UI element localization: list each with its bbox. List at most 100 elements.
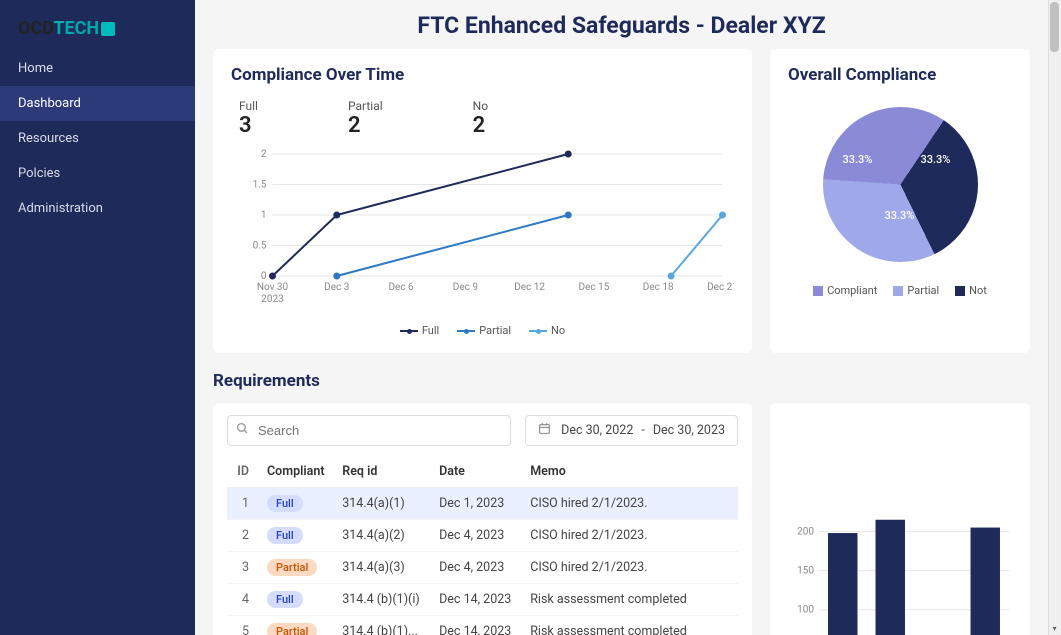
svg-text:1: 1 [261,210,267,221]
legend-item: Full [400,324,439,337]
cell-req: 314.4(a)(3) [336,552,433,584]
column-header[interactable]: Date [433,456,524,488]
page-title: FTC Enhanced Safeguards - Dealer XYZ [213,12,1030,39]
nav: HomeDashboardResourcesPolciesAdministrat… [0,51,195,226]
card-title: Compliance Over Time [231,65,734,85]
logo-icon [101,22,115,36]
search-icon [236,422,249,439]
section-title: Requirements [213,371,1030,391]
svg-text:Dec 12: Dec 12 [514,282,545,293]
svg-text:Dec 9: Dec 9 [453,282,478,293]
table-row[interactable]: 3Partial314.4(a)(3)Dec 4, 2023CISO hired… [227,552,738,584]
table-row[interactable]: 5 Partial 314.4 (b)(1)...Dec 14, 2023Risk … [227,616,738,635]
cell-compliant: Full [261,520,336,552]
cell-date: Dec 14, 2023 [433,616,524,635]
cell-memo: CISO hired 2/1/2023. [524,520,738,552]
search-input[interactable] [227,415,511,446]
sidebar-item-home[interactable]: Home [0,51,195,86]
svg-text:200: 200 [797,526,814,537]
stat-value: 2 [473,113,488,138]
status-badge: Full [267,527,303,544]
card-title: Overall Compliance [788,65,1012,85]
svg-text:2: 2 [261,149,267,160]
status-badge: Partial [267,623,317,635]
cell-date: Dec 4, 2023 [433,520,524,552]
stat-value: 2 [348,113,383,138]
cell-req: 314.4(a)(2) [336,520,433,552]
column-header[interactable]: Memo [524,456,738,488]
date-to: Dec 30, 2023 [653,423,725,438]
table-row[interactable]: 1Full314.4(a)(1)Dec 1, 2023CISO hired 2/… [227,488,738,520]
requirements-section: Requirements [213,371,1030,635]
pie-chart-legend: Compliant Partial Not [813,284,987,297]
svg-text:Dec 15: Dec 15 [579,282,610,293]
legend-item: Compliant [813,284,877,297]
line-chart-legend: Full Partial No [231,324,734,337]
stat-partial: Partial2 [348,99,383,138]
requirements-table-card: Dec 30, 2022 - Dec 30, 2023 IDCompliantR… [213,403,752,635]
cell-id: 2 [227,520,261,552]
sidebar-item-resources[interactable]: Resources [0,121,195,156]
svg-text:Dec 6: Dec 6 [388,282,414,293]
svg-text:150: 150 [797,566,814,577]
cell-memo: Risk assessment completed [524,616,738,635]
pie-slice-label: 33.3% [921,153,951,166]
svg-text:Nov 30: Nov 30 [257,282,289,293]
column-header[interactable]: Compliant [261,456,336,488]
svg-text:Dec 21: Dec 21 [707,282,734,293]
main: FTC Enhanced Safeguards - Dealer XYZ Com… [195,0,1048,635]
cell-id: 1 [227,488,261,520]
date-sep: - [641,423,644,438]
stat-no: No2 [473,99,488,138]
brand-logo: OCDTECH [0,18,195,51]
stat-full: Full3 [239,99,258,138]
cell-compliant: Full [261,584,336,616]
sidebar-item-administration[interactable]: Administration [0,191,195,226]
cell-req: 314.4 (b)(1)... [336,616,433,635]
legend-item: No [529,324,565,337]
cell-date: Dec 4, 2023 [433,552,524,584]
svg-text:0.5: 0.5 [253,241,267,252]
scrollbar[interactable]: ▾ [1048,0,1061,635]
stat-label: Partial [348,99,383,113]
cell-memo: CISO hired 2/1/2023. [524,488,738,520]
table-row[interactable]: 2 Full 314.4(a)(2)Dec 4, 2023CISO hired 2/… [227,520,738,552]
sidebar: OCDTECH HomeDashboardResourcesPolciesAdm… [0,0,195,635]
bar-chart: 50100150200 [784,498,1016,635]
date-from: Dec 30, 2022 [561,423,633,438]
legend-item: Partial [893,284,939,297]
scrollbar-down-icon[interactable]: ▾ [1048,622,1061,635]
compliance-over-time-card: Compliance Over Time Full3Partial2No2 00… [213,49,752,353]
line-chart: 00.511.52Nov 302023Dec 3Dec 6Dec 9Dec 12… [231,146,734,316]
stat-label: Full [239,99,258,113]
requirements-bar-card: 50100150200 [770,403,1030,635]
svg-text:1.5: 1.5 [253,180,267,191]
search-wrap [227,415,511,446]
date-range-picker[interactable]: Dec 30, 2022 - Dec 30, 2023 [525,415,738,446]
cell-date: Dec 14, 2023 [433,584,524,616]
svg-text:100: 100 [797,605,814,616]
cell-id: 4 [227,584,261,616]
status-badge: Partial [267,559,317,576]
svg-text:2023: 2023 [261,294,283,305]
cell-compliant: Full [261,488,336,520]
cell-req: 314.4 (b)(1)(i) [336,584,433,616]
cell-memo: CISO hired 2/1/2023. [524,552,738,584]
legend-item: Partial [457,324,511,337]
sidebar-item-dashboard[interactable]: Dashboard [0,86,195,121]
table-row[interactable]: 4Full314.4 (b)(1)(i)Dec 14, 2023Risk ass… [227,584,738,616]
cell-compliant: Partial [261,616,336,635]
stat-label: No [473,99,488,113]
cell-compliant: Partial [261,552,336,584]
cell-id: 5 [227,616,261,635]
pie-slice-label: 33.3% [843,153,873,166]
sidebar-item-polcies[interactable]: Polcies [0,156,195,191]
column-header[interactable]: Req id [336,456,433,488]
scrollbar-thumb[interactable] [1050,2,1059,52]
cell-req: 314.4(a)(1) [336,488,433,520]
cell-date: Dec 1, 2023 [433,488,524,520]
svg-text:Dec 18: Dec 18 [643,282,674,293]
legend-item: Not [955,284,987,297]
status-badge: Full [267,591,303,608]
column-header[interactable]: ID [227,456,261,488]
